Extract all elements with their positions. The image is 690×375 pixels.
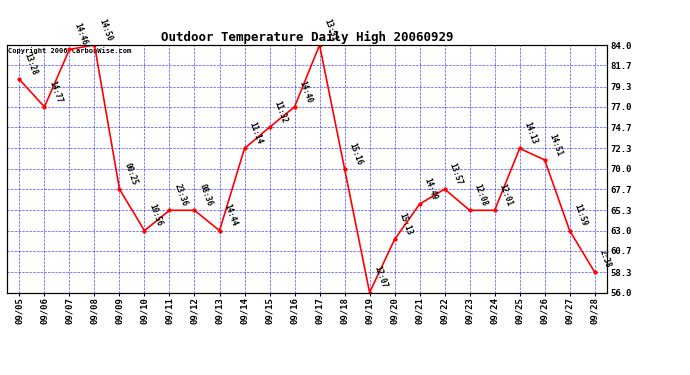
Text: 08:36: 08:36 <box>197 183 214 207</box>
Text: 12:08: 12:08 <box>473 183 489 207</box>
Text: 13:31: 13:31 <box>322 17 339 42</box>
Text: 13:28: 13:28 <box>22 52 39 77</box>
Text: Copyright 2006 CarbonWise.com: Copyright 2006 CarbonWise.com <box>8 48 131 54</box>
Text: 23:36: 23:36 <box>172 183 188 207</box>
Text: 14:49: 14:49 <box>422 177 439 201</box>
Text: 14:51: 14:51 <box>547 132 564 157</box>
Text: 11:59: 11:59 <box>573 203 589 228</box>
Text: 15:13: 15:13 <box>397 212 414 237</box>
Text: 11:14: 11:14 <box>247 121 264 146</box>
Text: 14:50: 14:50 <box>97 17 114 42</box>
Text: 11:32: 11:32 <box>273 100 288 124</box>
Text: 14:13: 14:13 <box>522 121 539 146</box>
Text: 00:25: 00:25 <box>122 162 139 186</box>
Text: 13:57: 13:57 <box>447 162 464 186</box>
Text: 2:38: 2:38 <box>598 249 612 269</box>
Text: 12:07: 12:07 <box>373 265 388 290</box>
Text: 14:46: 14:46 <box>72 22 88 46</box>
Text: 10:56: 10:56 <box>147 203 164 228</box>
Text: 14:77: 14:77 <box>47 79 63 104</box>
Text: 15:16: 15:16 <box>347 141 364 166</box>
Text: 14:40: 14:40 <box>297 79 314 104</box>
Text: 12:01: 12:01 <box>497 183 514 207</box>
Title: Outdoor Temperature Daily High 20060929: Outdoor Temperature Daily High 20060929 <box>161 31 453 44</box>
Text: 14:44: 14:44 <box>222 203 239 228</box>
